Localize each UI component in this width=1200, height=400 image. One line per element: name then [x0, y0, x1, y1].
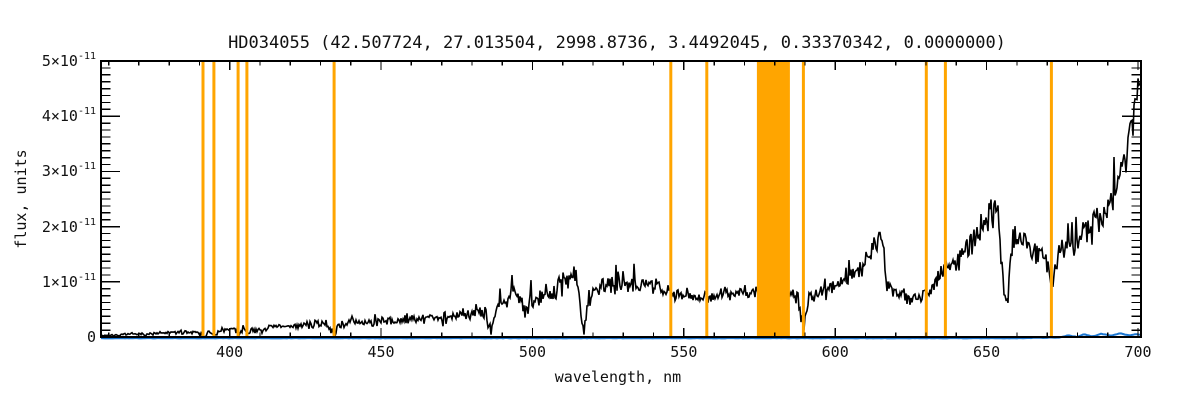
masked-region — [705, 61, 709, 337]
y-tick-label: 3×10-11 — [41, 161, 96, 181]
masked-region — [756, 61, 790, 337]
masked-region — [332, 61, 336, 337]
x-tick-label: 550 — [670, 343, 698, 361]
axis-ticks — [101, 60, 1141, 338]
masked-region — [801, 61, 805, 337]
y-tick-exponent: -11 — [77, 51, 96, 62]
plot-frame — [100, 60, 1142, 338]
x-axis-label: wavelength, nm — [554, 368, 682, 386]
y-tick-label: 4×10-11 — [41, 106, 96, 126]
masked-region — [924, 61, 928, 337]
x-tick-label: 400 — [216, 343, 244, 361]
plot-title: HD034055 (42.507724, 27.013504, 2998.873… — [228, 33, 1006, 53]
y-tick-label: 5×10-11 — [41, 51, 96, 71]
x-tick-label: 700 — [1124, 343, 1152, 361]
y-tick-exponent: -11 — [77, 216, 96, 228]
y-tick-label: 1×10-11 — [41, 271, 96, 291]
y-tick-label: 0 — [86, 328, 96, 346]
y-tick-label: 2×10-11 — [41, 216, 96, 236]
masked-region — [669, 61, 673, 337]
spectrum-trace — [100, 78, 1142, 338]
baseline-trace — [100, 332, 1142, 340]
masked-region — [943, 61, 947, 337]
masked-region — [236, 61, 240, 337]
x-tick-label: 500 — [518, 343, 546, 361]
y-tick-exponent: -11 — [77, 271, 96, 283]
masked-region — [212, 61, 216, 337]
x-tick-label: 450 — [367, 343, 395, 361]
y-tick-exponent: -11 — [77, 161, 96, 173]
x-tick-label: 650 — [973, 343, 1001, 361]
masked-region — [245, 61, 249, 337]
masked-region — [201, 61, 205, 337]
x-tick-label: 600 — [821, 343, 849, 361]
y-tick-exponent: -11 — [77, 106, 96, 118]
masked-region — [1049, 61, 1053, 337]
